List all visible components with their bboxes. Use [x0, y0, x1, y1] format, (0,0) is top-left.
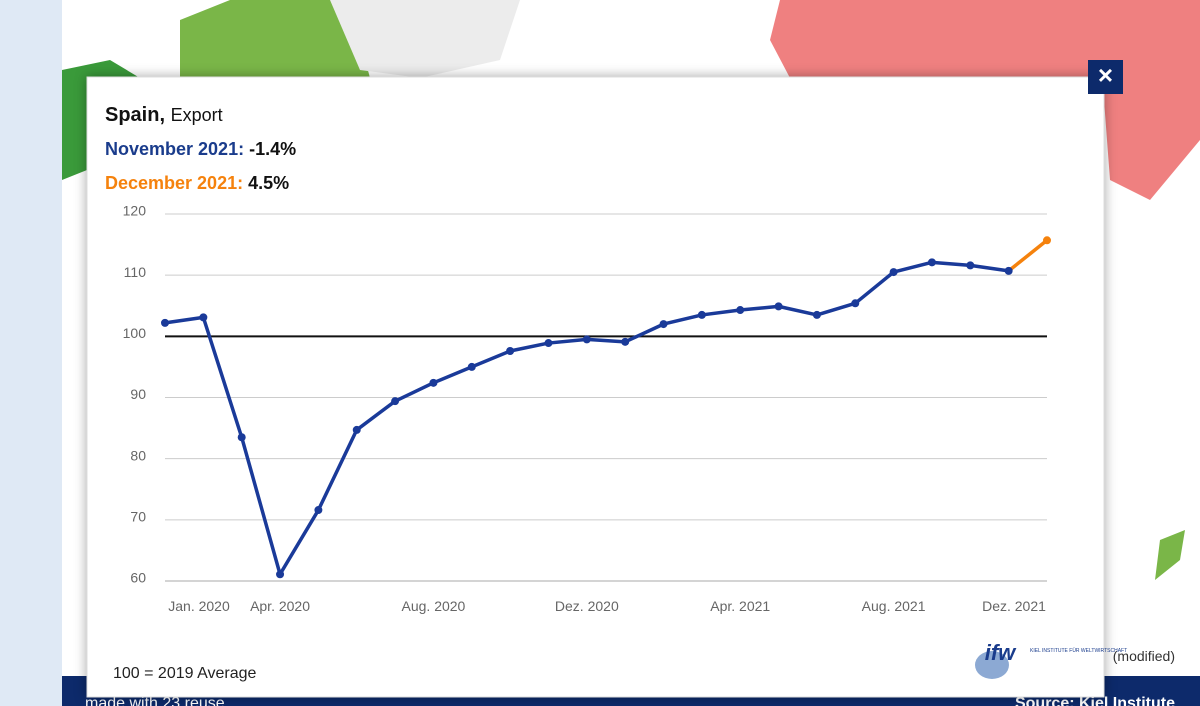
close-icon[interactable]: ×: [1098, 60, 1113, 90]
map-land: [62, 60, 140, 180]
point: [237, 433, 246, 442]
x-tick-label: Aug. 2020: [402, 598, 466, 614]
x-tick-label: Apr. 2020: [250, 598, 310, 614]
point: [1043, 236, 1051, 245]
y-tick-label: 110: [124, 264, 147, 280]
x-tick-label: Aug. 2021: [862, 598, 926, 614]
y-tick-label: 60: [130, 570, 146, 586]
headline-value: 4.5%: [248, 173, 289, 193]
y-tick-label: 120: [123, 203, 147, 219]
point: [506, 347, 515, 356]
plot: 60 70 80 90 100 110 120 Jan. 2020 Apr. 2020 Aug. …: [123, 203, 1051, 614]
headline: December 2021: 4.5%: [105, 173, 289, 193]
point: [314, 506, 323, 515]
point: [697, 310, 706, 319]
map-land: [1155, 530, 1185, 580]
subtitle: Export: [171, 105, 223, 125]
point: [391, 397, 400, 406]
point: [812, 310, 821, 319]
point: [199, 313, 208, 322]
footer-right: Source: Kiel Institute: [1015, 695, 1175, 706]
point: [889, 268, 898, 277]
map-land: [180, 0, 370, 78]
logo-globe: [975, 651, 1009, 679]
x-tick-label: Dez. 2020: [555, 598, 619, 614]
footer-left: made with 23 reuse: [85, 695, 225, 706]
point: [352, 425, 361, 434]
point: [544, 339, 553, 348]
modified-note: (modified): [1113, 648, 1175, 664]
point: [429, 378, 438, 387]
x-tick-label: Jan. 2020: [168, 598, 230, 614]
popup: [86, 76, 1105, 698]
map-land: [770, 0, 1200, 200]
x-tick-label: Dez. 2021: [982, 598, 1046, 614]
point: [582, 335, 591, 344]
point: [927, 258, 936, 267]
headline-label: December 2021:: [105, 173, 243, 193]
x-tick-label: Apr. 2021: [710, 598, 770, 614]
y-tick-label: 70: [130, 509, 146, 525]
note: 100 = 2019 Average: [113, 665, 256, 682]
point: [621, 337, 630, 346]
logo: ifw: [985, 640, 1017, 665]
close-button[interactable]: [1088, 60, 1123, 94]
point: [966, 261, 975, 270]
chart-title: Spain, Export: [105, 104, 223, 126]
headline: November 2021: -1.4%: [105, 139, 296, 159]
point: [161, 318, 169, 327]
point: [774, 302, 783, 311]
title: Spain,: [105, 104, 165, 126]
point: [467, 362, 476, 371]
y-tick-label: 90: [130, 386, 146, 402]
point: [851, 299, 860, 308]
headline-label: November 2021:: [105, 139, 244, 159]
y-tick-label: 100: [123, 325, 147, 341]
headline-value: -1.4%: [249, 139, 296, 159]
y-tick-label: 80: [130, 447, 146, 463]
point: [736, 306, 745, 315]
line-segment: [1007, 238, 1049, 273]
point: [659, 320, 668, 329]
map-land: [330, 0, 520, 78]
point: [276, 570, 285, 579]
point: [1004, 266, 1013, 275]
logo-text: KIEL INSTITUTE FÜR WELTWIRTSCHAFT: [1030, 647, 1127, 654]
